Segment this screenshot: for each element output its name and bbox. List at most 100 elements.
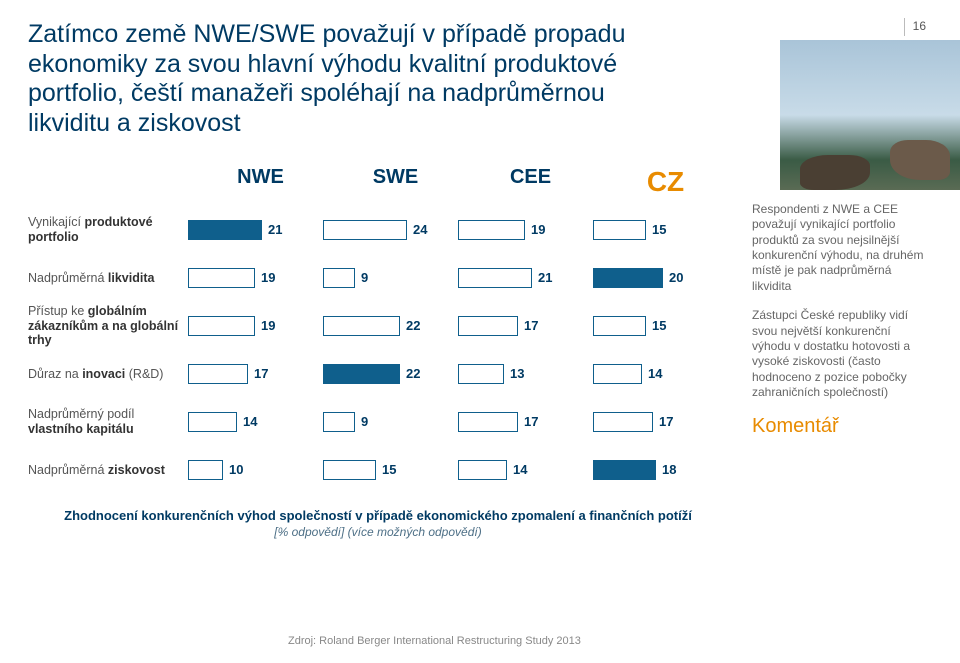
row-label: Vynikající produktové portfolio	[28, 215, 188, 245]
row-cells: 19 9 21 20	[188, 268, 728, 288]
bar	[593, 460, 656, 480]
row-label: Důraz na inovaci (R&D)	[28, 367, 188, 382]
column-header-cee: CEE	[463, 166, 598, 198]
chart-footer-line1: Zhodnocení konkurenčních výhod společnos…	[64, 508, 692, 523]
bar-cell: 10	[188, 460, 323, 480]
bar-value: 20	[669, 268, 683, 288]
bar-cell: 15	[323, 460, 458, 480]
bar-value: 15	[652, 316, 666, 336]
row-cells: 21 24 19 15	[188, 220, 728, 240]
bar-cell: 24	[323, 220, 458, 240]
bar-cell: 19	[188, 268, 323, 288]
bar	[323, 460, 376, 480]
bar-cell: 22	[323, 316, 458, 336]
bar	[593, 316, 646, 336]
bar-value: 18	[662, 460, 676, 480]
bar-cell: 9	[323, 268, 458, 288]
bar-value: 22	[406, 364, 420, 384]
bar-value: 15	[382, 460, 396, 480]
decorative-photo	[778, 40, 960, 190]
bar-cell: 15	[593, 220, 728, 240]
column-header-swe: SWE	[328, 166, 463, 198]
bar	[458, 364, 504, 384]
column-header-cz: CZ	[598, 166, 733, 198]
bar-cell: 17	[593, 412, 728, 432]
bar	[323, 220, 407, 240]
bar-cell: 14	[188, 412, 323, 432]
bar	[593, 220, 646, 240]
row-cells: 19221715	[188, 316, 728, 336]
bar-cell: 19	[458, 220, 593, 240]
bar	[323, 268, 355, 288]
bar	[188, 460, 223, 480]
bar-value: 14	[648, 364, 662, 384]
column-header-nwe: NWE	[193, 166, 328, 198]
bar-value: 13	[510, 364, 524, 384]
bar	[593, 268, 663, 288]
bar	[188, 412, 237, 432]
commentary-sidebar: Respondenti z NWE a CEE považují vynikaj…	[752, 202, 932, 440]
chart-footer: Zhodnocení konkurenčních výhod společnos…	[28, 508, 728, 539]
bar	[458, 268, 532, 288]
bar-value: 21	[268, 220, 282, 240]
bar-value: 19	[261, 316, 275, 336]
bar	[458, 460, 507, 480]
bar-value: 22	[406, 316, 420, 336]
commentary-heading: Komentář	[752, 414, 932, 440]
bar-value: 10	[229, 460, 243, 480]
bar-cell: 15	[593, 316, 728, 336]
bar-value: 19	[261, 268, 275, 288]
bar	[188, 220, 262, 240]
bar	[188, 268, 255, 288]
bar-cell: 21	[188, 220, 323, 240]
chart-row: Nadprůměrná ziskovost 10 15 14 18	[28, 446, 728, 494]
bar-cell: 17	[188, 364, 323, 384]
chart-row: Přístup ke globálním zákazníkům a na glo…	[28, 302, 728, 350]
bar-value: 9	[361, 412, 368, 432]
column-headers: NWESWECEECZ	[193, 166, 733, 198]
row-label: Nadprůměrný podíl vlastního kapitálu	[28, 407, 188, 437]
bar-value: 21	[538, 268, 552, 288]
bar-cell: 14	[593, 364, 728, 384]
bar-value: 17	[659, 412, 673, 432]
bar-value: 15	[652, 220, 666, 240]
page-title: Zatímco země NWE/SWE považují v případě …	[28, 20, 648, 138]
bar-cell: 22	[323, 364, 458, 384]
chart-row: Důraz na inovaci (R&D) 17 22 13 14	[28, 350, 728, 398]
bar-value: 24	[413, 220, 427, 240]
bar-cell: 9	[323, 412, 458, 432]
bar	[323, 412, 355, 432]
bar-value: 14	[243, 412, 257, 432]
bar	[188, 316, 255, 336]
chart-footer-line2: [% odpovědí] (více možných odpovědí)	[28, 525, 728, 539]
bar	[458, 316, 518, 336]
bar	[593, 412, 653, 432]
bar	[323, 316, 400, 336]
commentary-p2: Zástupci České republiky vidí svou nejvě…	[752, 308, 932, 400]
bar-cell: 20	[593, 268, 728, 288]
row-label: Nadprůměrná likvidita	[28, 271, 188, 286]
bar-value: 9	[361, 268, 368, 288]
bar	[458, 220, 525, 240]
bar-chart: Vynikající produktové portfolio21241915N…	[28, 206, 728, 494]
chart-row: Vynikající produktové portfolio 21 24 19 15	[28, 206, 728, 254]
bar	[323, 364, 400, 384]
row-label: Přístup ke globálním zákazníkům a na glo…	[28, 304, 188, 348]
bar-value: 17	[254, 364, 268, 384]
source-line: Zdroj: Roland Berger International Restr…	[288, 635, 581, 647]
bar-cell: 14	[458, 460, 593, 480]
bar-cell: 18	[593, 460, 728, 480]
bar-value: 17	[524, 412, 538, 432]
row-cells: 17 22 13 14	[188, 364, 728, 384]
row-label: Nadprůměrná ziskovost	[28, 463, 188, 478]
bar-value: 19	[531, 220, 545, 240]
bar-cell: 21	[458, 268, 593, 288]
commentary-p1: Respondenti z NWE a CEE považují vynikaj…	[752, 202, 932, 294]
chart-row: Nadprůměrná likvidita 19 9 21 20	[28, 254, 728, 302]
row-cells: 14 9 17 17	[188, 412, 728, 432]
page-number: 16	[904, 18, 926, 36]
bar-cell: 19	[188, 316, 323, 336]
chart-row: Nadprůměrný podíl vlastního kapitálu1491…	[28, 398, 728, 446]
bar-cell: 17	[458, 412, 593, 432]
bar	[593, 364, 642, 384]
